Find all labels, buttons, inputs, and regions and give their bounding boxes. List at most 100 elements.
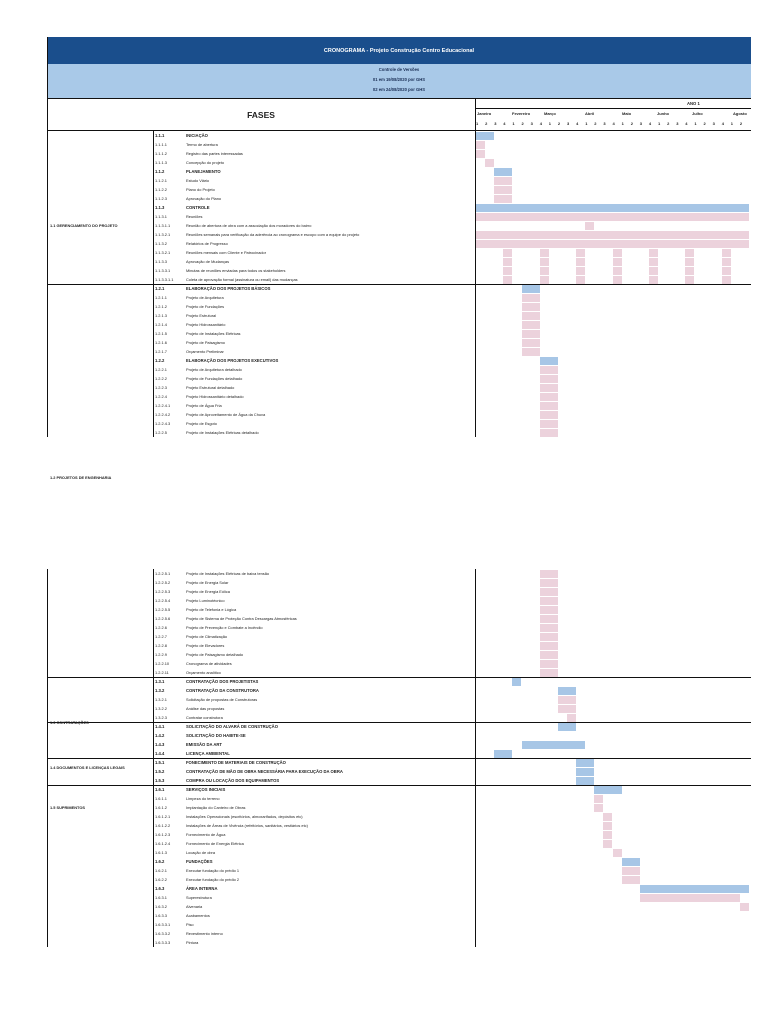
task-bar (721, 249, 731, 257)
task-row: 1.1.1 INICIAÇÃO (47, 131, 751, 140)
task-code: 1.2.2.5.5 (155, 607, 171, 612)
week-number: 1 (585, 121, 588, 126)
task-bar (539, 597, 558, 605)
task-name: Projeto de Arquitetura (186, 295, 224, 300)
week-number: 2 (485, 121, 488, 126)
task-row: 1.6.3.3 Acabamentos (47, 911, 751, 920)
task-name: Aprovação do Plano (186, 196, 222, 201)
task-code: 1.5.1 (155, 760, 165, 765)
task-name: INICIAÇÃO (186, 133, 208, 138)
task-bar (476, 240, 749, 248)
task-code: 1.1.1.1 (155, 142, 167, 147)
section-separator (47, 722, 751, 723)
task-bar (539, 669, 558, 677)
task-name: Projeto de Aproveitamento de Água da Chu… (186, 412, 266, 417)
task-row: 1.6.1.2 Implantação do Canteiro de Obras (47, 803, 751, 812)
task-row: 1.6.3.3.1 Piso (47, 920, 751, 929)
task-bar (739, 903, 749, 911)
task-code: 1.6.1.2.1 (155, 814, 171, 819)
task-bar (594, 804, 604, 812)
task-row: 1.2.2.5.6 Projeto de Sistema de Proteção … (47, 614, 751, 623)
task-code: 1.1.3.1 (155, 214, 167, 219)
task-bar (503, 258, 513, 266)
group-label: 1.4 DOCUMENTOS E LICENÇAS LEGAIS (50, 764, 125, 770)
month-label: Maio (622, 111, 632, 116)
task-row: 1.1.2 PLANEJAMENTO (47, 167, 751, 176)
task-name: Projeto Luminotécnico (186, 598, 225, 603)
task-name: Projeto de Elevadores (186, 643, 225, 648)
task-name: Acabamentos (186, 913, 210, 918)
task-name: FUNDAÇÕES (186, 859, 213, 864)
task-name: Limpeza do terreno (186, 796, 220, 801)
task-row: 1.6.1.3 Locação de obra (47, 848, 751, 857)
task-code: 1.1.3.1.1 (155, 223, 171, 228)
task-code: 1.2.2.5 (155, 430, 167, 435)
task-row: 1.1.3.1 Reuniões (47, 212, 751, 221)
task-code: 1.4.4 (155, 751, 165, 756)
task-row: 1.2.1.2 Projeto de Fundações (47, 302, 751, 311)
week-number: 2 (667, 121, 670, 126)
task-code: 1.2.2.10 (155, 661, 170, 666)
task-name: SERVIÇOS INICIAIS (186, 787, 226, 792)
task-code: 1.6.1.3 (155, 850, 167, 855)
task-row: 1.2.2.5.2 Projeto de Energia Solar (47, 578, 751, 587)
task-bar (539, 402, 558, 410)
task-code: 1.6.2 (155, 859, 165, 864)
task-bar (576, 258, 586, 266)
task-row: 1.6.1.2.1 Instalações Operacionais (escri… (47, 812, 751, 821)
task-row: 1.1.3.3.1 Minutas de reuniões enviadas pa… (47, 266, 751, 275)
task-name: Cronograma de atividades (186, 661, 232, 666)
task-row: 1.2.2.4 Projeto Hidrossanitário detalhado (47, 392, 751, 401)
task-name: Solicitação de propostas de Construtoras (186, 697, 258, 702)
task-bar (539, 570, 558, 578)
task-row: 1.2.2.2 Projeto de Fundações detalhado (47, 374, 751, 383)
task-name: Orçamento analítico (186, 670, 221, 675)
task-bar (521, 303, 540, 311)
task-bar (521, 348, 540, 356)
task-row: 1.6.1.2.2 Instalações de Áreas de Vivênci… (47, 821, 751, 830)
task-name: CONTRATAÇÃO DE MÃO DE OBRA NECESSÁRIA PA… (186, 769, 343, 774)
week-number: 2 (557, 121, 561, 126)
week-number: 1 (694, 121, 697, 126)
group-label: 1.5 SUPRIMENTOS (50, 805, 85, 810)
week-number: 2 (521, 121, 524, 126)
task-name: Fornecimento de Água (186, 832, 226, 837)
task-code: 1.2.1.4 (155, 322, 167, 327)
schedule-page-2: 1.2.2.5.1 Projeto de Instalações Elétrica… (47, 569, 751, 1024)
task-row: 1.6.1 SERVIÇOS INICIAIS (47, 785, 751, 794)
task-name: SOLICITAÇÃO DO ALVARÁ DE CONSTRUÇÃO (186, 724, 278, 729)
month-label: Março (544, 111, 556, 116)
task-bar (612, 849, 622, 857)
task-row: 1.6.2.2 Executar fundação do prédio 2 (47, 875, 751, 884)
task-code: 1.2.2.4.2 (155, 412, 171, 417)
calendar-bottom-line (47, 130, 751, 131)
task-name: Projeto de Prevenção e Combate a Incêndi… (186, 625, 263, 630)
task-code: 1.6.3.3.1 (155, 922, 171, 927)
task-name: FONECIMENTO DE MATERIAIS DE CONSTRUÇÃO (186, 760, 286, 765)
task-code: 1.2.2.9 (155, 652, 167, 657)
task-name: Registro das partes interessadas (186, 151, 243, 156)
summary-bar (576, 777, 595, 785)
task-code: 1.2.2.6 (155, 625, 167, 630)
task-code: 1.1.3.2.1 (155, 232, 171, 237)
week-number: 3 (712, 121, 715, 126)
task-row: 1.2.2 ELABORAÇÃO DOS PROJETOS EXECUTIVOS (47, 356, 751, 365)
task-row: 1.2.1 ELABORAÇÃO DOS PROJETOS BÁSICOS (47, 284, 751, 293)
task-name: EMISSÃO DA ART (186, 742, 222, 747)
task-name: COMPRA OU LOCAÇÃO DOS EQUIPAMENTOS (186, 778, 280, 783)
task-row: 1.1.3.2 Relatórios de Progresso (47, 239, 751, 248)
task-bar (612, 249, 622, 257)
summary-bar (594, 786, 622, 794)
summary-bar (476, 204, 749, 212)
task-bar (539, 258, 549, 266)
task-row: 1.3.2.1 Solicitação de propostas de Const… (47, 695, 751, 704)
task-code: 1.6.3.3 (155, 913, 167, 918)
task-code: 1.2.2.7 (155, 634, 167, 639)
task-code: 1.2.2.2 (155, 376, 167, 381)
task-name: Projeto de Instalações Elétricas (186, 331, 241, 336)
task-bar (476, 231, 749, 239)
task-name: Locação de obra (186, 850, 215, 855)
task-code: 1.1.2.2 (155, 187, 167, 192)
task-bar (485, 159, 495, 167)
task-row: 1.2.1.6 Projeto de Paisagismo (47, 338, 751, 347)
